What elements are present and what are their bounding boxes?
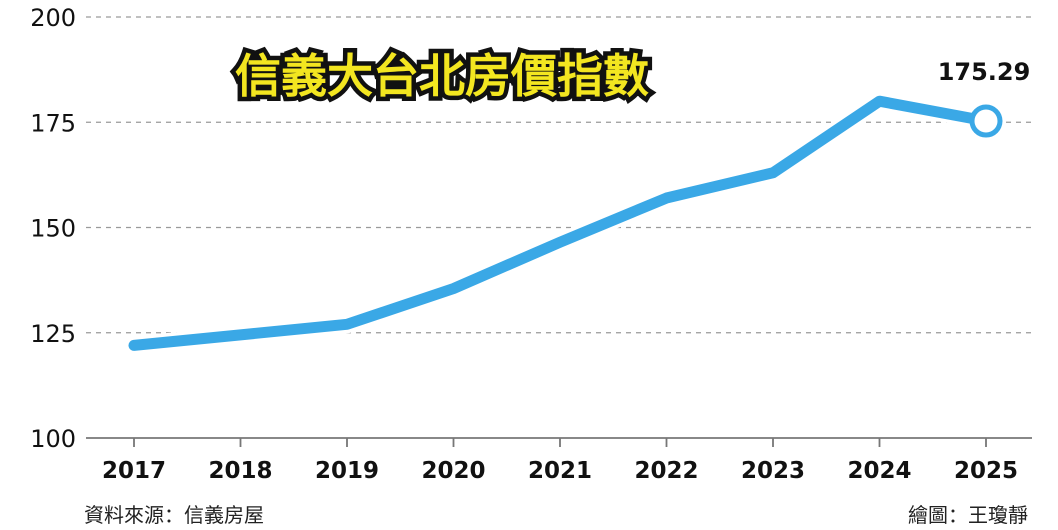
x-tick-label: 2019 <box>315 458 379 484</box>
y-tick-label: 175 <box>30 109 76 137</box>
marker-layer <box>969 104 1003 138</box>
data-point-marker <box>969 104 1003 138</box>
series-line <box>128 95 992 351</box>
series-line-outline <box>125 92 995 355</box>
chart-title: 信義大台北房價指數 <box>235 49 649 103</box>
x-tick-label: 2020 <box>421 458 485 484</box>
data-source: 資料來源：信義房屋 <box>84 503 264 527</box>
y-tick-label: 200 <box>30 4 76 32</box>
y-tick-label: 100 <box>30 425 76 453</box>
x-tick-label: 2017 <box>102 458 166 484</box>
y-tick-label: 150 <box>30 215 76 243</box>
y-tick-label: 125 <box>30 320 76 348</box>
x-tick-label: 2023 <box>741 458 805 484</box>
grid-layer <box>86 16 1032 439</box>
graphic-credit: 繪圖：王瓊靜 <box>908 503 1028 527</box>
x-tick-label: 2022 <box>634 458 698 484</box>
x-tick-label: 2021 <box>528 458 592 484</box>
x-tick-label: 2024 <box>847 458 911 484</box>
value-annotation: 175.29 <box>938 58 1031 86</box>
series-line-layer <box>125 92 995 355</box>
y-axis-ticks: 100 125 150 175 200 <box>30 4 76 453</box>
x-axis-ticks: 2017 2018 2019 2020 2021 2022 2023 2024 2025 <box>102 438 1018 484</box>
x-tick-label: 2025 <box>954 458 1018 484</box>
x-tick-label: 2018 <box>208 458 272 484</box>
